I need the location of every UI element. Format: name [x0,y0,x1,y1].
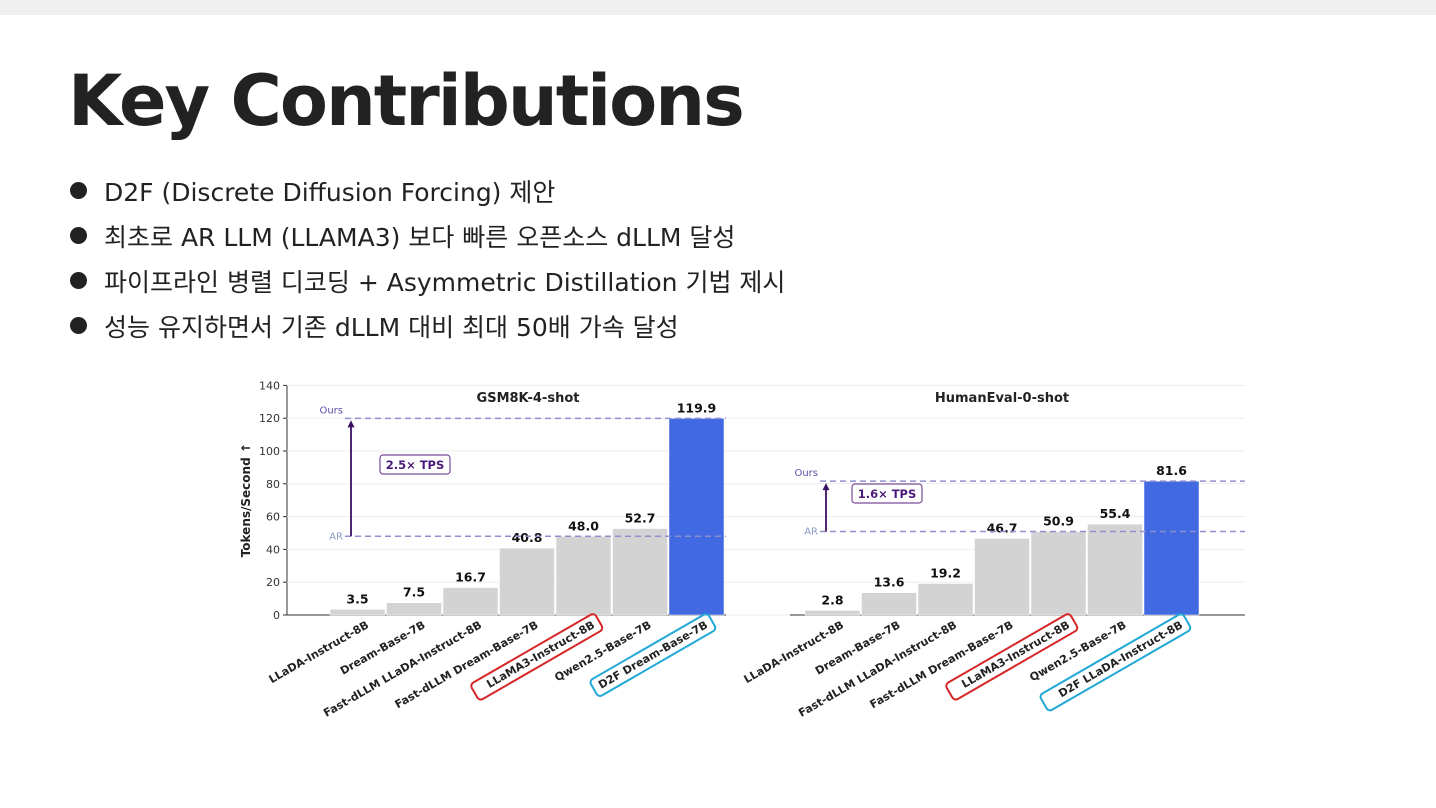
x-tick-label-group: LLaDA-Instruct-8B [742,618,846,686]
bar-value-label: 48.0 [568,518,599,533]
bar [612,528,668,616]
speedup-annotation-box [851,483,923,504]
speedup-annotation-box [379,454,451,475]
speedup-arrow-icon [822,483,830,491]
bar-ours [668,418,725,616]
bar-value-label: 19.2 [930,566,961,581]
highlight-box-cyan [1039,613,1192,712]
bar-value-label: 55.4 [1100,506,1131,521]
bar-charts-svg: 0 20 40 60 80 100 120 140 Tokens/Second ↑ GSM8K-4… [239,379,1245,720]
y-tick-label: 0 [273,609,280,622]
bullet-item: 성능 유지하면서 기존 dLLM 대비 최대 50배 가속 달성 [70,303,785,348]
x-tick-label: LLaMA3-Instruct-8B [959,618,1072,691]
bar-value-label: 40.8 [512,530,543,545]
y-tick-label: 80 [266,478,280,491]
y-tick-label: 20 [266,576,280,589]
x-tick-label-group: LLaDA-Instruct-8B [267,618,371,686]
bar [1087,523,1143,616]
y-axis-label: Tokens/Second ↑ [239,443,253,557]
bar-value-label: 81.6 [1156,463,1187,478]
bar-value-label: 50.9 [1043,514,1074,529]
bar [1030,531,1087,616]
bar [861,592,917,616]
bar-ours [1143,480,1200,616]
bullet-dot-icon [70,272,87,289]
y-tick-label: 40 [266,543,280,556]
chart-panel-1: GSM8K-4-shot3.5LLaDA-Instruct-8B7.5Dream… [267,391,726,720]
bar [329,609,386,616]
bar [917,583,974,616]
bar-value-label: 52.7 [625,511,656,526]
top-strip [0,0,1436,15]
y-tick-label: 60 [266,511,280,524]
bar [804,610,861,616]
x-tick-label: LLaMA3-Instruct-8B [484,618,597,691]
bar [386,602,442,616]
x-tick-label: LLaDA-Instruct-8B [267,618,371,686]
y-tick-label: 140 [259,379,280,392]
bar-value-label: 7.5 [403,585,425,600]
speedup-arrow-icon [347,420,355,428]
bullet-item: 최초로 AR LLM (LLAMA3) 보다 빠른 오픈소스 dLLM 달성 [70,213,785,258]
chart-panel-2: HumanEval-0-shot 2.8 LLaDA-Instruct-8B 13.6… [742,391,1245,720]
ref-line-label: AR [804,527,818,538]
ref-line-label: Ours [319,405,343,416]
bar-value-label: 16.7 [455,570,486,585]
bar-value-label: 13.6 [874,575,905,590]
chart-title: HumanEval-0-shot [935,391,1069,406]
speedup-annotation: 1.6× TPS [858,487,917,501]
bullet-dot-icon [70,182,87,199]
bar-value-label: 46.7 [987,520,1018,535]
bullet-dot-icon [70,227,87,244]
highlight-box-red [945,613,1079,701]
bullet-item: D2F (Discrete Diffusion Forcing) 제안 [70,168,785,213]
bullet-dot-icon [70,317,87,334]
bar-value-label: 119.9 [677,400,717,415]
bullet-text: D2F (Discrete Diffusion Forcing) 제안 [104,177,556,207]
bullet-item: 파이프라인 병렬 디코딩 + Asymmetric Distillation 기… [70,258,785,303]
chart-title: GSM8K-4-shot [477,391,580,406]
x-tick-label: LLaDA-Instruct-8B [742,618,846,686]
bar [499,547,555,616]
bar-value-label: 2.8 [821,592,843,607]
highlight-box-red [470,613,604,701]
bullet-list: D2F (Discrete Diffusion Forcing) 제안 최초로 … [70,168,785,348]
bar-value-label: 3.5 [346,591,368,606]
bar [442,587,499,616]
bullet-text: 성능 유지하면서 기존 dLLM 대비 최대 50배 가속 달성 [104,312,679,342]
ref-line-label: Ours [794,468,818,479]
bullet-text: 파이프라인 병렬 디코딩 + Asymmetric Distillation 기… [104,267,786,297]
speedup-annotation: 2.5× TPS [386,458,445,472]
slide-title: Key Contributions [68,60,745,142]
bar [974,538,1030,616]
highlight-box-cyan [589,613,717,697]
throughput-charts: 0 20 40 60 80 100 120 140 Tokens/Second ↑ GSM8K-4… [230,370,1260,742]
ref-line-label: AR [329,531,343,542]
y-tick-label: 100 [259,445,280,458]
bullet-text: 최초로 AR LLM (LLAMA3) 보다 빠른 오픈소스 dLLM 달성 [104,222,736,252]
bar [555,536,612,616]
y-tick-label: 120 [259,412,280,425]
